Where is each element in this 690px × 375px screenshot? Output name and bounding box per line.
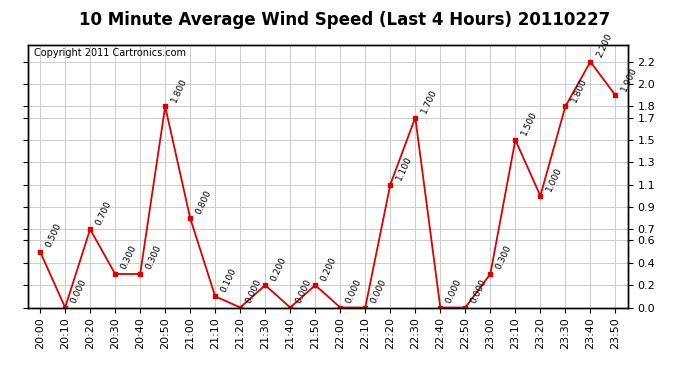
Text: 1.700: 1.700 (420, 88, 439, 115)
Text: 1.100: 1.100 (395, 154, 413, 182)
Text: 0.200: 0.200 (269, 255, 288, 282)
Text: 1.800: 1.800 (569, 76, 589, 104)
Text: 0.000: 0.000 (469, 278, 489, 305)
Text: 0.300: 0.300 (144, 244, 164, 271)
Text: 0.000: 0.000 (369, 278, 388, 305)
Text: 0.000: 0.000 (344, 278, 364, 305)
Text: 0.500: 0.500 (44, 222, 63, 249)
Text: 0.300: 0.300 (495, 244, 513, 271)
Text: 0.000: 0.000 (69, 278, 88, 305)
Text: 0.000: 0.000 (295, 278, 313, 305)
Text: 2.200: 2.200 (595, 32, 613, 59)
Text: 1.000: 1.000 (544, 166, 564, 193)
Text: 0.700: 0.700 (95, 199, 113, 226)
Text: Copyright 2011 Cartronics.com: Copyright 2011 Cartronics.com (34, 48, 186, 58)
Text: 0.100: 0.100 (219, 266, 239, 294)
Text: 0.800: 0.800 (195, 188, 213, 215)
Text: 1.500: 1.500 (520, 110, 539, 137)
Text: 1.800: 1.800 (169, 76, 188, 104)
Text: 1.900: 1.900 (620, 65, 639, 93)
Text: 0.200: 0.200 (319, 255, 339, 282)
Text: 0.000: 0.000 (244, 278, 264, 305)
Text: 0.000: 0.000 (444, 278, 464, 305)
Text: 0.300: 0.300 (119, 244, 139, 271)
Text: 10 Minute Average Wind Speed (Last 4 Hours) 20110227: 10 Minute Average Wind Speed (Last 4 Hou… (79, 11, 611, 29)
